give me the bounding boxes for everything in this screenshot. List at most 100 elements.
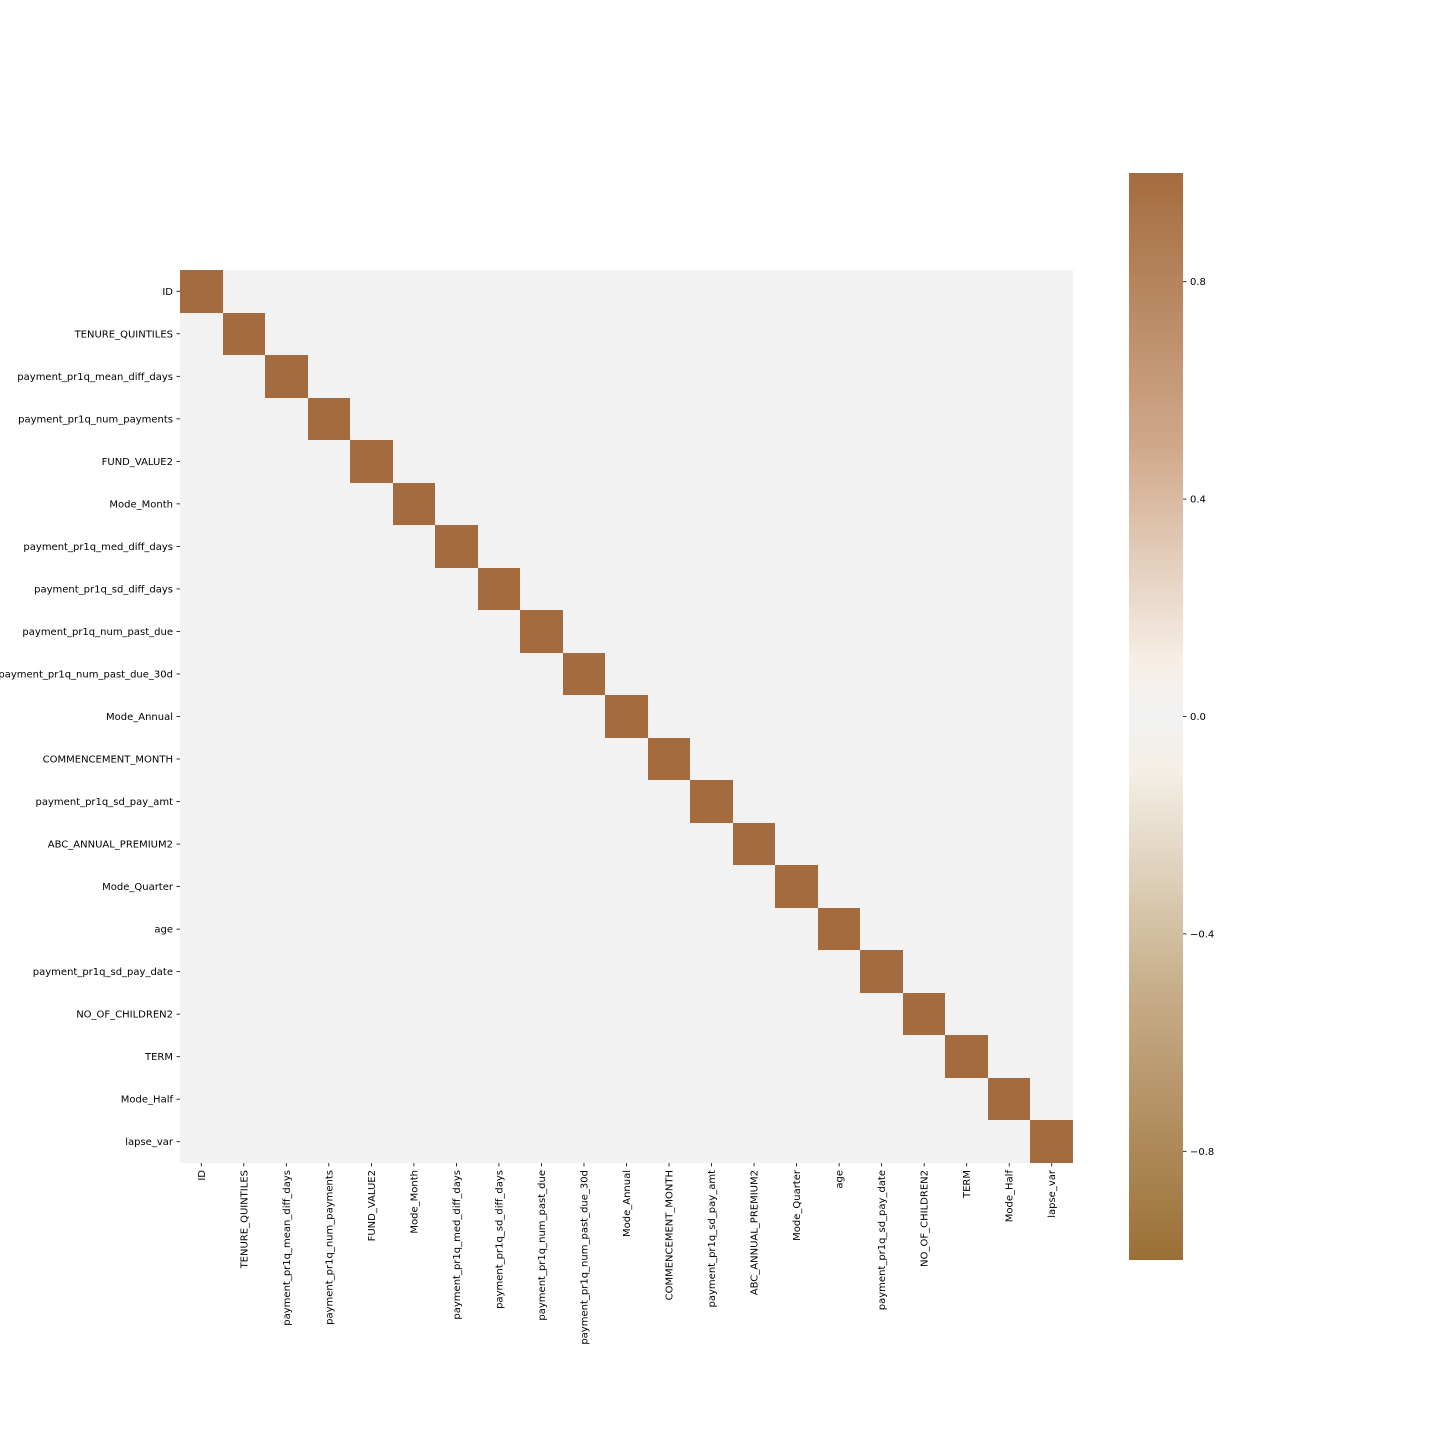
heatmap-cell [605,695,648,738]
heatmap-cell [350,610,393,653]
heatmap-cell [733,653,775,695]
heatmap-cell [563,568,605,610]
heatmap-cell [1030,950,1073,993]
heatmap-cell [563,440,605,483]
heatmap-cell [265,695,308,738]
heatmap-cell [1030,1120,1073,1163]
heatmap-cell [690,1035,733,1078]
heatmap-cell [648,865,690,908]
heatmap-cell [180,993,223,1035]
heatmap-cell [733,525,775,568]
heatmap-cell [775,440,818,483]
heatmap-cell [308,653,350,695]
heatmap-cell [308,993,350,1035]
heatmap-cell [1030,440,1073,483]
heatmap-cell [180,1120,223,1163]
heatmap-cell [945,865,988,908]
heatmap-cell [903,695,945,738]
heatmap-cell [860,1035,903,1078]
heatmap-cell [223,1078,265,1120]
heatmap-cell [520,270,563,313]
heatmap-cell [223,993,265,1035]
heatmap-cell [903,993,945,1035]
colorbar: 0.8 0.4 0.0 −0.4 −0.8 [1129,173,1214,1260]
y-tick-label: Mode_Quarter [102,882,174,893]
heatmap-cell [350,1035,393,1078]
heatmap-cell [605,738,648,780]
heatmap-cell [520,950,563,993]
heatmap-cell [605,908,648,950]
heatmap-cell [308,823,350,865]
heatmap-cell [223,355,265,398]
heatmap-cell [818,653,860,695]
heatmap-cell [1030,823,1073,865]
heatmap-cell [775,950,818,993]
heatmap-cell [435,865,478,908]
heatmap-cell [265,908,308,950]
heatmap-cell [690,610,733,653]
y-axis-ticks: ID TENURE_QUINTILES payment_pr1q_mean_diff… [0,287,180,1148]
heatmap-cell [520,568,563,610]
heatmap-cell [945,1078,988,1120]
heatmap-cell [988,1035,1030,1078]
heatmap-cell [393,525,435,568]
heatmap-cell [435,1078,478,1120]
heatmap-cell [520,695,563,738]
heatmap-cell [648,610,690,653]
heatmap-cell [435,355,478,398]
heatmap-cell [818,950,860,993]
heatmap-cell [605,568,648,610]
heatmap-cell [733,483,775,525]
heatmap-cell [733,398,775,440]
heatmap-cell [393,610,435,653]
heatmap-cell [903,865,945,908]
heatmap-cell [648,1035,690,1078]
y-tick-label: age [154,925,173,936]
heatmap-cell [903,950,945,993]
heatmap-cell [648,950,690,993]
heatmap-cell [733,865,775,908]
heatmap-cell [860,950,903,993]
heatmap-cell [648,313,690,355]
heatmap-cell [308,398,350,440]
heatmap-cell [1030,865,1073,908]
heatmap-cell [648,780,690,823]
heatmap-cell [945,355,988,398]
heatmap-cell [605,398,648,440]
heatmap-cell [563,950,605,993]
heatmap-cell [478,1120,520,1163]
y-tick-label: FUND_VALUE2 [102,457,173,468]
heatmap-cell [223,1035,265,1078]
colorbar-tick-label: 0.0 [1190,712,1206,723]
y-tick-label: payment_pr1q_num_past_due_30d [0,669,173,680]
heatmap-cell [648,398,690,440]
heatmap-cell [350,398,393,440]
heatmap-cell [988,483,1030,525]
heatmap-cell [520,823,563,865]
heatmap-cell [988,1078,1030,1120]
heatmap-cell [520,780,563,823]
heatmap-cell [1030,483,1073,525]
heatmap-cell [350,313,393,355]
heatmap-cell [860,865,903,908]
heatmap-cell [308,738,350,780]
heatmap-cell [1030,270,1073,313]
heatmap-cell [775,1035,818,1078]
heatmap-cell [690,440,733,483]
heatmap-cell [393,568,435,610]
heatmap-cell [520,993,563,1035]
heatmap-cell [563,695,605,738]
heatmap-cell [818,695,860,738]
heatmap-cell [605,610,648,653]
heatmap-cell [435,1035,478,1078]
heatmap-cell [903,398,945,440]
heatmap-cell [520,483,563,525]
heatmap-cell [393,270,435,313]
heatmap-cell [775,483,818,525]
x-tick-label: ID [197,1170,208,1181]
heatmap-cell [690,823,733,865]
heatmap-cell [435,908,478,950]
heatmap-cell [265,270,308,313]
heatmap-cell [223,950,265,993]
heatmap-cell [563,908,605,950]
